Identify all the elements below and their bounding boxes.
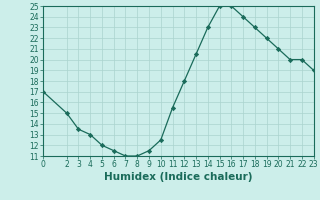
X-axis label: Humidex (Indice chaleur): Humidex (Indice chaleur): [104, 172, 253, 182]
